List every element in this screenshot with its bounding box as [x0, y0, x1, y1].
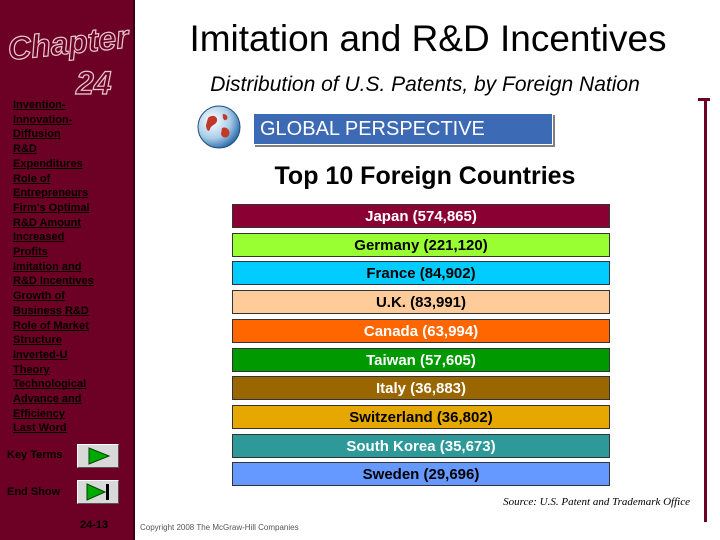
sidebar-nav-item[interactable]: Technological — [13, 378, 87, 391]
sidebar-nav-item[interactable]: Invention- — [13, 99, 66, 111]
sidebar-nav-item[interactable]: Firm's Optimal — [13, 201, 90, 214]
skip-to-end-icon — [86, 483, 109, 501]
sidebar-divider — [133, 0, 135, 540]
sidebar-nav-item[interactable]: Structure — [13, 334, 62, 347]
chapter-logo-word: Chapter — [6, 18, 131, 67]
country-bar: Japan (574,865) — [232, 204, 610, 228]
country-bar: Italy (36,883) — [232, 376, 610, 401]
chapter-nav: Invention- Innovation- Diffusion R&D Expendi… — [13, 98, 131, 436]
country-bar: Canada (63,994) — [232, 318, 610, 343]
sidebar-nav-item[interactable]: Imitation and — [13, 260, 82, 273]
key-terms-button[interactable] — [77, 444, 119, 468]
end-show-button[interactable] — [77, 480, 119, 504]
right-divider-tick — [698, 98, 710, 101]
sidebar-nav-item[interactable]: R&D — [13, 143, 37, 156]
sidebar-nav-item[interactable]: Diffusion — [13, 128, 61, 141]
end-show-label: End Show — [7, 486, 61, 498]
country-bar: Sweden (29,696) — [232, 462, 610, 487]
country-bar: Taiwan (57,605) — [232, 347, 610, 372]
key-terms-label: Key Terms — [7, 449, 63, 461]
chart-title: Top 10 Foreign Countries — [274, 162, 576, 190]
page-number: 24-13 — [80, 519, 109, 531]
sidebar-nav-item[interactable]: Last Word — [13, 422, 67, 435]
sidebar-nav-item[interactable]: Entrepreneurs — [13, 187, 89, 200]
country-bar: France (84,902) — [232, 261, 610, 286]
country-bar: South Korea (35,673) — [232, 433, 610, 458]
right-divider — [704, 98, 707, 522]
page-subtitle: Distribution of U.S. Patents, by Foreign… — [210, 73, 640, 96]
sidebar-nav-item[interactable]: R&D Amount — [13, 216, 82, 229]
sidebar-nav-item[interactable]: Expenditures — [13, 157, 83, 170]
sidebar-nav-item[interactable]: R&D Incentives — [13, 275, 94, 288]
sidebar-nav-item[interactable]: Efficiency — [13, 407, 65, 420]
play-icon — [88, 447, 111, 465]
page-title: Imitation and R&D Incentives — [189, 18, 667, 59]
chapter-logo: Chapter 24 — [6, 18, 131, 98]
copyright-notice: Copyright 2008 The McGraw-Hill Companies — [140, 523, 299, 532]
sidebar-nav-item[interactable]: Role of — [13, 172, 51, 185]
chapter-logo-number: 24 — [75, 65, 112, 98]
sidebar-nav-item[interactable]: Advance and — [13, 393, 82, 406]
sidebar-nav-item[interactable]: Inverted-U — [13, 348, 68, 361]
country-bar: Switzerland (36,802) — [232, 404, 610, 429]
sidebar-nav-item[interactable]: Business R&D — [13, 304, 89, 317]
sidebar-nav-item[interactable]: Role of Market — [13, 319, 89, 332]
source-note: Source: U.S. Patent and Trademark Office — [503, 496, 690, 508]
sidebar-nav-item[interactable]: Innovation- — [13, 113, 73, 126]
sidebar-nav-item[interactable]: Growth of — [13, 290, 65, 303]
country-bar: Germany (221,120) — [232, 232, 610, 257]
globe-icon — [197, 105, 241, 149]
sidebar-nav-item[interactable]: Profits — [13, 246, 48, 259]
country-bar: U.K. (83,991) — [232, 290, 610, 315]
sidebar-nav-item[interactable]: Theory — [13, 363, 50, 376]
sidebar-nav-item[interactable]: Increased — [13, 231, 65, 244]
global-perspective-banner: GLOBAL PERSPECTIVE — [253, 113, 553, 145]
